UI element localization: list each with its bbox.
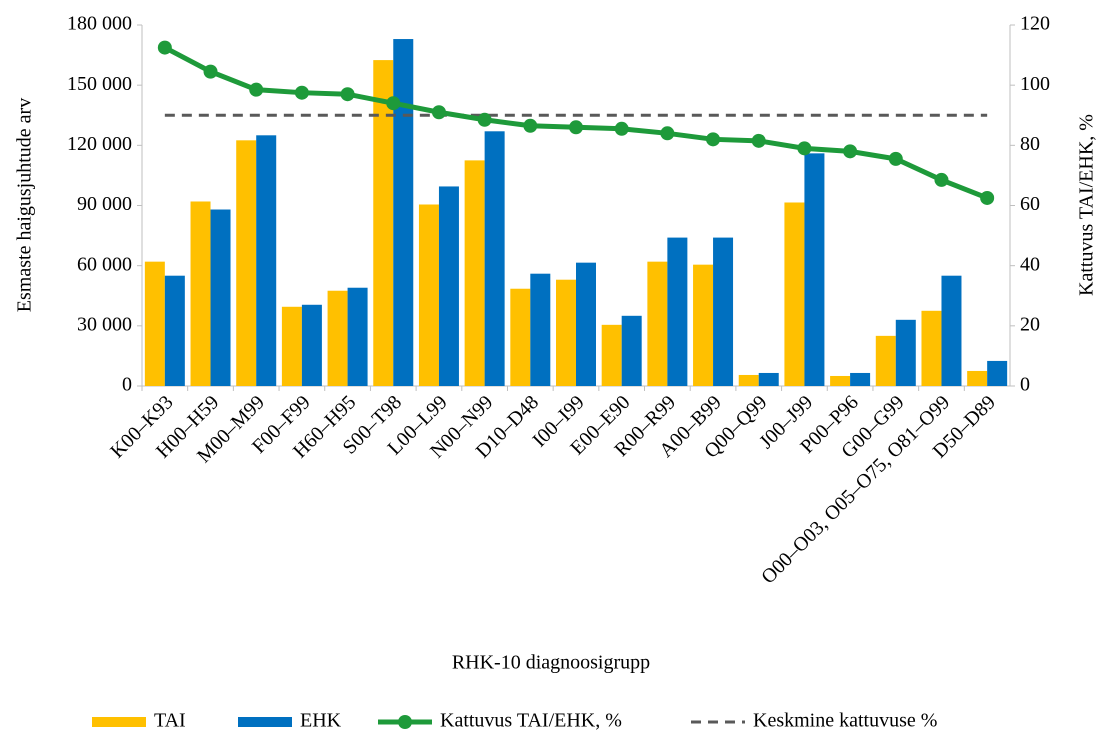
bar — [693, 264, 714, 386]
legend-label: EHK — [300, 710, 342, 732]
y-tick-label: 180 000 — [67, 13, 132, 35]
line-marker — [706, 132, 721, 147]
bar — [530, 273, 551, 386]
y2-tick-label: 100 — [1020, 73, 1050, 95]
y-tick-label: 60 000 — [77, 253, 132, 275]
bar — [713, 237, 734, 386]
line-marker — [386, 96, 401, 111]
bar — [621, 315, 642, 386]
line-marker — [934, 172, 949, 187]
bar — [647, 261, 668, 386]
bar — [236, 140, 257, 386]
bar — [576, 262, 596, 386]
bar — [941, 275, 962, 386]
y-axis-title: Esmaste haigusjuhtude arv — [14, 98, 36, 312]
bar — [987, 360, 1008, 386]
bar — [830, 375, 851, 386]
line-marker — [477, 112, 492, 127]
line-marker — [980, 190, 995, 205]
bar — [347, 287, 368, 386]
bar — [418, 204, 439, 386]
y2-tick-label: 0 — [1020, 374, 1030, 396]
bar — [144, 261, 165, 386]
bar — [373, 60, 394, 386]
bar — [281, 306, 302, 386]
line-marker — [203, 64, 218, 79]
y2-tick-label: 80 — [1020, 133, 1040, 155]
y-tick-label: 150 000 — [67, 73, 132, 95]
bar — [164, 275, 185, 386]
bar — [484, 131, 505, 386]
x-axis-title: RHK-10 diagnoosigrupp — [452, 652, 650, 674]
line-marker — [888, 151, 903, 166]
legend-label: Kattuvus TAI/EHK, % — [440, 710, 622, 732]
bar — [784, 202, 805, 386]
bar — [758, 372, 779, 386]
y2-axis-title: Kattuvus TAI/EHK, % — [1076, 114, 1098, 296]
bar — [921, 310, 942, 386]
y-tick-label: 90 000 — [77, 193, 132, 215]
bar — [601, 324, 622, 386]
legend-swatch — [92, 717, 146, 727]
bar — [510, 288, 531, 386]
bar — [667, 237, 688, 386]
y2-tick-label: 40 — [1020, 253, 1040, 275]
line-marker — [569, 120, 583, 135]
y2-tick-label: 60 — [1020, 193, 1040, 215]
y-tick-label: 30 000 — [77, 313, 132, 335]
bar — [190, 201, 211, 386]
bar — [438, 186, 459, 386]
bar — [301, 304, 322, 386]
bar — [327, 290, 348, 386]
y-tick-label: 0 — [122, 374, 132, 396]
bar — [895, 319, 916, 386]
bar — [556, 279, 576, 386]
legend-swatch — [238, 717, 292, 727]
line-marker — [294, 85, 309, 100]
bar — [393, 39, 414, 387]
bar — [850, 372, 871, 386]
legend-label: Keskmine kattuvuse % — [753, 710, 937, 732]
line-marker — [614, 121, 629, 136]
line-marker — [340, 87, 355, 102]
legend-label: TAI — [154, 710, 186, 732]
bar — [464, 160, 485, 386]
bar — [967, 370, 988, 386]
line-marker — [249, 82, 264, 97]
bar — [875, 335, 896, 386]
legend-swatch — [398, 715, 412, 729]
line-marker — [431, 105, 446, 120]
line-marker — [660, 126, 675, 141]
line-marker — [523, 118, 538, 133]
bar — [804, 153, 825, 386]
bar — [738, 374, 759, 386]
line-marker — [843, 144, 858, 159]
line-marker — [797, 141, 812, 156]
line-marker — [157, 40, 172, 55]
bar — [210, 209, 231, 386]
y2-tick-label: 120 — [1020, 13, 1050, 35]
y2-tick-label: 20 — [1020, 313, 1040, 335]
y-tick-label: 120 000 — [67, 133, 132, 155]
bar — [256, 135, 277, 386]
line-marker — [751, 133, 766, 148]
